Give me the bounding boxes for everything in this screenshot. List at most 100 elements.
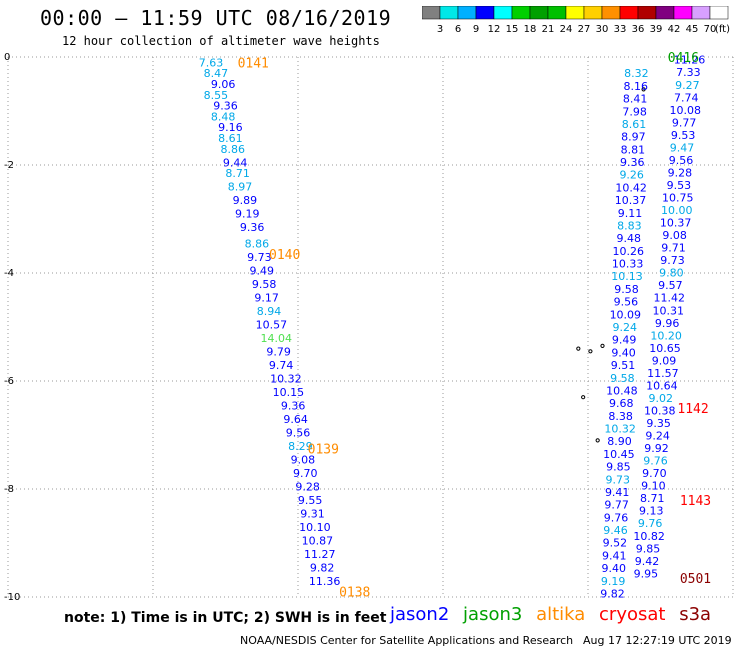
wave-height-point: 9.82: [310, 561, 335, 574]
y-tick-label: -6: [4, 376, 14, 387]
wave-height-point: 9.17: [254, 291, 279, 304]
island-outline: [576, 346, 581, 351]
wave-height-point: 9.40: [611, 346, 636, 359]
y-tick-label: 0: [4, 52, 10, 63]
map-subtitle: 12 hour collection of altimeter wave hei…: [62, 34, 380, 48]
wave-height-point: 8.94: [257, 305, 282, 318]
wave-height-point: 9.11: [618, 207, 643, 220]
island-outline: [595, 438, 600, 443]
wave-height-point: 9.26: [619, 169, 644, 182]
wave-height-point: 8.97: [228, 181, 253, 194]
colorbar-tick-label: 33: [614, 24, 627, 35]
wave-height-point: 9.28: [668, 166, 693, 179]
colorbar-tick-label: 9: [473, 24, 479, 35]
island-outline: [581, 395, 586, 400]
wave-height-point: 9.76: [643, 455, 668, 468]
wave-height-point: 8.81: [621, 143, 646, 156]
wave-height-point: 11.26: [674, 54, 706, 67]
track-label: 0141: [238, 56, 269, 71]
wave-height-point: 8.71: [640, 492, 665, 505]
wave-height-point: 8.83: [617, 219, 642, 232]
wave-height-point: 7.33: [676, 66, 701, 79]
wave-height-point: 8.61: [622, 118, 647, 131]
colorbar-tick-label: 42: [668, 24, 681, 35]
track-label: 1143: [680, 494, 711, 509]
wave-height-point: 8.47: [204, 67, 229, 80]
wave-height-point: 10.32: [604, 423, 636, 436]
track-label: 0139: [308, 443, 339, 458]
wave-height-point: 8.61: [218, 132, 243, 145]
wave-height-point: 10.65: [649, 342, 681, 355]
y-tick-label: -8: [4, 484, 14, 495]
wave-height-point: 10.10: [299, 521, 331, 534]
legend-jason2: jason2: [390, 604, 450, 625]
wave-height-point: 9.64: [283, 413, 308, 426]
y-tick-label: -10: [4, 592, 20, 600]
wave-height-point: 9.58: [614, 283, 639, 296]
wave-height-point: 9.56: [614, 296, 639, 309]
wave-height-point: 9.13: [639, 505, 664, 518]
wave-height-point: 10.31: [652, 304, 684, 317]
wave-height-point: 11.57: [647, 367, 679, 380]
colorbar-tick-label: 70: [704, 24, 717, 35]
track-label: 0416: [668, 51, 699, 66]
wave-height-point: 9.89: [233, 194, 258, 207]
wave-height-point: 9.52: [603, 537, 628, 550]
wave-height-point: 9.31: [300, 507, 325, 520]
colorbar-tick-label: 27: [578, 24, 591, 35]
legend-cryosat: cryosat: [599, 604, 666, 625]
wave-height-point: 9.28: [295, 480, 320, 493]
wave-height-point: 9.58: [252, 278, 277, 291]
wave-height-point: 8.55: [204, 89, 229, 102]
wave-height-point: 9.49: [612, 334, 637, 347]
wave-height-point: 10.08: [669, 104, 701, 117]
wave-height-point: 10.26: [612, 245, 644, 258]
wave-height-point: 9.46: [603, 524, 628, 537]
track-label: 0501: [680, 572, 711, 587]
wave-height-point: 9.95: [634, 567, 659, 580]
colorbar-swatch: [709, 6, 729, 20]
wave-height-point: 9.41: [602, 549, 627, 562]
wave-height-point: 8.71: [225, 167, 250, 180]
track-label: 0138: [339, 586, 370, 600]
wave-height-point: 9.71: [661, 242, 686, 255]
wave-height-point: 9.19: [601, 575, 626, 588]
wave-height-point: 9.53: [667, 179, 692, 192]
wave-height-point: 7.63: [199, 56, 224, 69]
island-outline: [641, 87, 646, 92]
wave-height-point: 11.36: [309, 575, 341, 588]
wave-height-point: 9.55: [298, 494, 323, 507]
legend-s3a: s3a: [679, 604, 712, 625]
wave-height-point: 10.09: [610, 308, 642, 321]
wave-height-point: 10.15: [273, 386, 305, 399]
colorbar-tick-label: 21: [542, 24, 555, 35]
colorbar-tick-label: 24: [560, 24, 573, 35]
wave-height-point: 10.48: [606, 384, 638, 397]
wave-height-point: 9.73: [660, 254, 685, 267]
wave-height-point: 9.48: [617, 232, 642, 245]
track-label: 0140: [269, 248, 300, 263]
wave-height-point: 8.32: [624, 67, 649, 80]
wave-height-point: 8.48: [211, 110, 236, 123]
wave-height-point: 9.27: [675, 79, 700, 92]
colorbar-tick-label: 30: [596, 24, 609, 35]
wave-height-point: 9.40: [601, 562, 626, 575]
wave-height-point: 9.08: [291, 453, 316, 466]
wave-height-point: 9.42: [635, 555, 660, 568]
wave-height-point: 9.74: [269, 359, 294, 372]
wave-height-point: 10.33: [612, 258, 644, 271]
wave-height-point: 9.02: [649, 392, 674, 405]
wave-height-point: 9.79: [266, 345, 291, 358]
wave-height-point: 11.42: [654, 292, 686, 305]
wave-height-point: 9.24: [612, 321, 637, 334]
wave-height-point: 9.70: [642, 467, 667, 480]
wave-height-point: 8.86: [221, 143, 246, 156]
wave-height-point: 8.29: [288, 440, 313, 453]
wave-height-point: 9.56: [286, 426, 311, 439]
wave-height-point: 9.85: [606, 461, 631, 474]
wave-height-point: 9.76: [638, 517, 663, 530]
wave-height-point: 10.64: [646, 379, 678, 392]
colorbar-tick-label: 3: [437, 24, 443, 35]
wave-height-point: 9.41: [605, 486, 630, 499]
wave-height-point: 8.16: [624, 80, 649, 93]
